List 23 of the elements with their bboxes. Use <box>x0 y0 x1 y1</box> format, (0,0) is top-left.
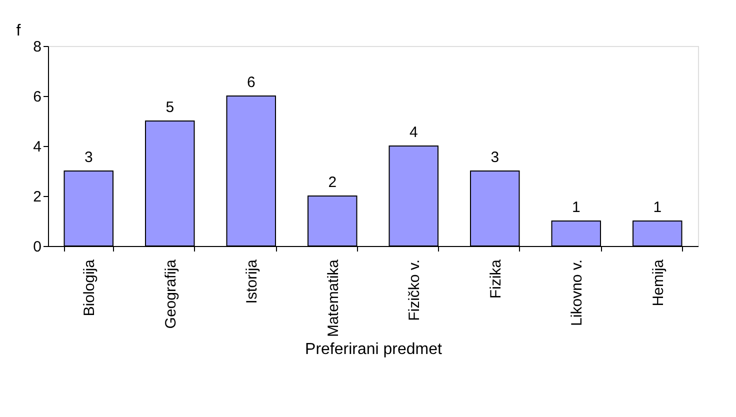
data-label: 4 <box>409 124 418 141</box>
x-tick-label: Geografija <box>162 258 180 329</box>
x-tick-label: Istorija <box>244 258 261 304</box>
x-tick-label: Biologija <box>81 258 98 316</box>
y-tick-label: 4 <box>33 138 42 156</box>
x-tick-label: Likovno v. <box>568 260 586 326</box>
y-tick-label: 6 <box>33 88 42 106</box>
data-label: 5 <box>166 99 174 116</box>
y-tick-label: 8 <box>33 38 42 56</box>
data-label: 3 <box>84 149 93 166</box>
y-tick-label: 2 <box>33 188 42 206</box>
y-axis-title: f <box>16 22 22 40</box>
x-tick-label: Fizika <box>487 258 504 299</box>
data-label: 3 <box>490 149 500 166</box>
data-label: 6 <box>246 74 256 91</box>
x-tick-label: Fizičko v. <box>406 260 424 321</box>
data-label: 2 <box>328 174 337 191</box>
x-tick-label: Matematika <box>324 258 342 338</box>
x-tick-label: Hemija <box>650 258 667 306</box>
y-tick-label: 0 <box>33 238 42 256</box>
x-axis-title: Preferirani predmet <box>305 341 443 358</box>
data-label: 1 <box>653 199 662 216</box>
data-label: 1 <box>572 199 580 216</box>
